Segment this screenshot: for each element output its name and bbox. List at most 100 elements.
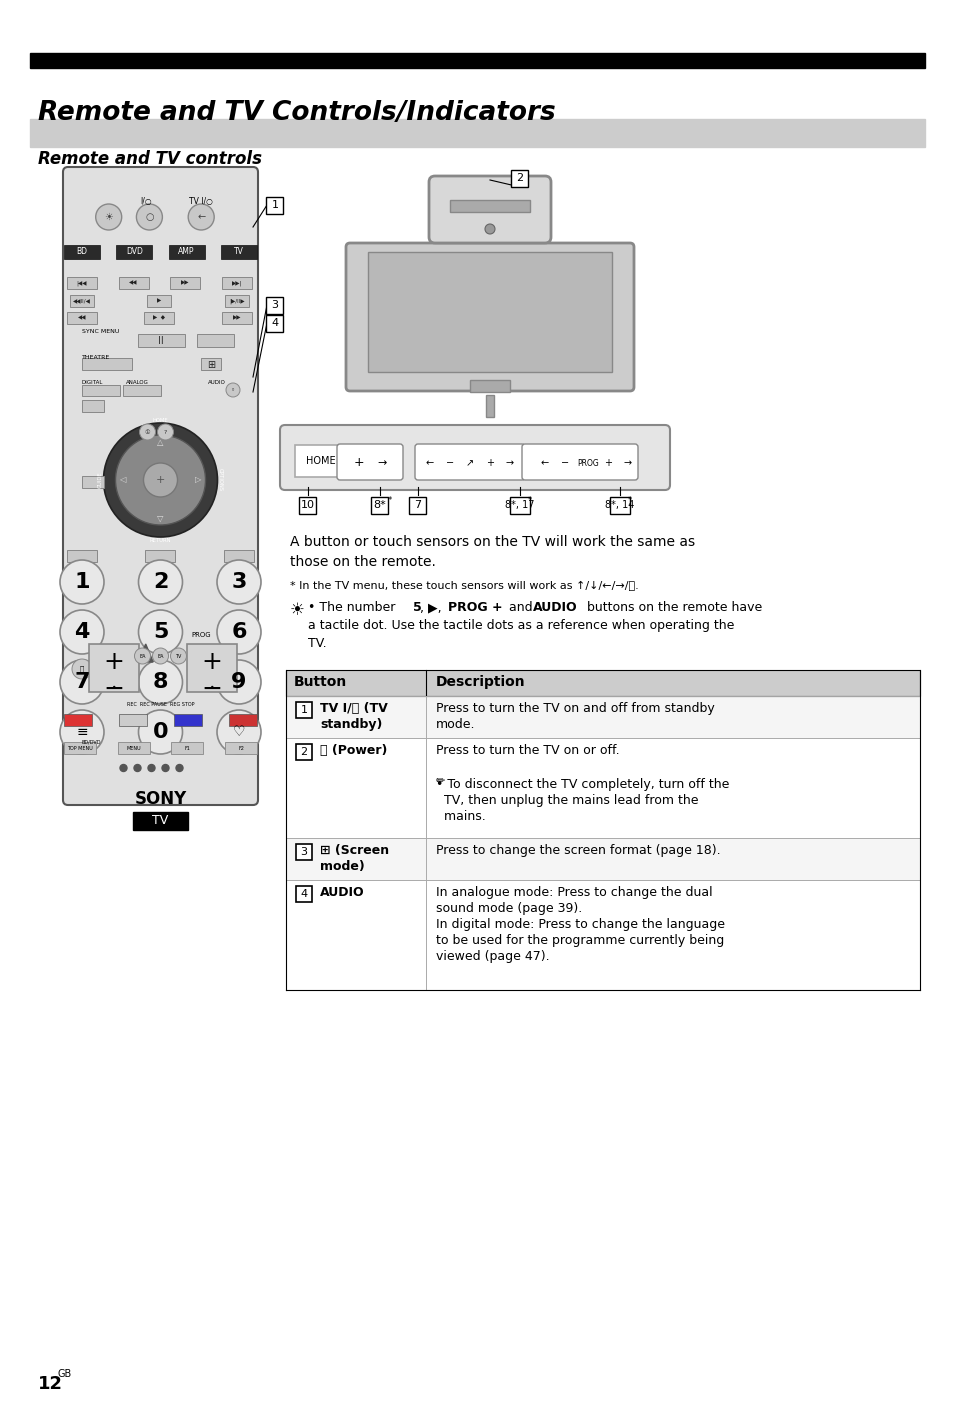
Bar — [67, 312, 97, 324]
Text: ▶▶|: ▶▶| — [232, 281, 242, 286]
Text: ▶: ▶ — [157, 299, 161, 303]
Circle shape — [134, 649, 151, 664]
Text: ≡: ≡ — [76, 724, 88, 739]
Circle shape — [226, 383, 240, 397]
Text: I/○: I/○ — [140, 197, 152, 206]
Text: 3: 3 — [300, 847, 307, 856]
Text: ←: ← — [425, 458, 434, 468]
Bar — [171, 277, 200, 289]
Text: 3: 3 — [231, 571, 247, 592]
Bar — [225, 295, 249, 307]
Text: +: + — [354, 456, 364, 469]
Text: 2: 2 — [516, 173, 523, 183]
Bar — [485, 395, 494, 417]
Text: Remote and TV controls: Remote and TV controls — [38, 150, 262, 168]
Text: 🔇: 🔇 — [80, 665, 84, 673]
FancyBboxPatch shape — [346, 243, 634, 390]
Circle shape — [115, 435, 205, 525]
Circle shape — [216, 710, 261, 754]
Text: BD/DVD: BD/DVD — [82, 740, 101, 746]
Bar — [225, 741, 256, 754]
Circle shape — [484, 225, 495, 234]
Text: |▶/II▶: |▶/II▶ — [229, 298, 245, 303]
Text: ▶▶: ▶▶ — [233, 316, 241, 320]
Text: TV: TV — [152, 813, 169, 827]
Text: sound mode (page 39).: sound mode (page 39). — [436, 901, 581, 915]
Text: ▽: ▽ — [157, 514, 164, 522]
Text: *: * — [527, 496, 532, 504]
Text: * In the TV menu, these touch sensors will work as ↑/↓/←/→/⓪.: * In the TV menu, these touch sensors wi… — [290, 581, 639, 591]
Circle shape — [103, 423, 217, 536]
Bar — [148, 295, 172, 307]
Text: +: + — [104, 650, 125, 674]
Circle shape — [216, 660, 261, 703]
Bar — [439, 430, 539, 438]
Text: 0: 0 — [152, 722, 168, 741]
Text: 4: 4 — [272, 317, 278, 329]
Text: ⊞ (Screen: ⊞ (Screen — [319, 844, 389, 856]
Text: →: → — [505, 458, 514, 468]
Text: 7: 7 — [74, 673, 90, 692]
Text: →: → — [623, 458, 632, 468]
Bar — [371, 497, 388, 514]
Bar — [70, 295, 94, 307]
Text: 1: 1 — [74, 571, 90, 592]
Bar — [295, 844, 312, 861]
Circle shape — [138, 609, 182, 654]
Text: ▶▶: ▶▶ — [181, 281, 190, 285]
Circle shape — [152, 649, 169, 664]
Text: 8*: 8* — [374, 500, 386, 510]
Bar — [294, 445, 347, 477]
Text: ?: ? — [164, 430, 167, 434]
Text: DVD: DVD — [126, 247, 143, 257]
Bar — [138, 334, 184, 347]
Text: REC  REC PAUSE  REG STOP: REC REC PAUSE REG STOP — [127, 702, 194, 708]
Text: 3: 3 — [272, 300, 278, 310]
Bar — [82, 385, 120, 396]
Text: 1: 1 — [272, 199, 278, 211]
Text: TV.: TV. — [308, 637, 326, 650]
Circle shape — [138, 560, 182, 604]
Bar — [82, 476, 104, 489]
Text: Description: Description — [436, 675, 525, 689]
Text: ⊞: ⊞ — [207, 359, 214, 371]
Text: 8: 8 — [152, 673, 168, 692]
Bar — [172, 741, 203, 754]
Circle shape — [60, 560, 104, 604]
Text: →: → — [377, 458, 386, 468]
Text: TV: TV — [175, 653, 181, 658]
Text: 2: 2 — [152, 571, 168, 592]
Text: TV, then unplug the mains lead from the: TV, then unplug the mains lead from the — [436, 795, 698, 807]
Text: ◁: ◁ — [119, 476, 126, 484]
Text: −: − — [202, 677, 223, 701]
Text: DIGITAL: DIGITAL — [82, 380, 103, 385]
Text: TV I/⏻ (TV: TV I/⏻ (TV — [319, 702, 387, 715]
Bar — [30, 53, 924, 67]
Bar — [64, 715, 91, 726]
Circle shape — [162, 765, 169, 772]
Bar — [222, 312, 252, 324]
Text: ♡: ♡ — [233, 724, 245, 739]
Text: Button: Button — [294, 675, 347, 689]
Text: *: * — [627, 496, 632, 504]
Text: 7: 7 — [414, 500, 421, 510]
Bar — [295, 702, 312, 717]
Text: 1: 1 — [300, 705, 307, 715]
Bar — [286, 838, 919, 880]
Text: RETURN: RETURN — [150, 538, 172, 542]
Text: *: * — [388, 496, 392, 504]
Circle shape — [216, 609, 261, 654]
Bar — [221, 246, 256, 258]
FancyBboxPatch shape — [521, 444, 638, 480]
Circle shape — [188, 204, 214, 230]
Bar — [286, 880, 919, 990]
Text: OPTIONS: OPTIONS — [218, 469, 223, 491]
Circle shape — [60, 710, 104, 754]
Text: ✏: ✏ — [436, 776, 445, 786]
Bar — [286, 696, 919, 739]
Text: +: + — [202, 650, 222, 674]
Text: 5: 5 — [152, 622, 168, 642]
Text: ←: ← — [197, 212, 205, 222]
Text: ⏻ (Power): ⏻ (Power) — [319, 744, 387, 757]
Circle shape — [148, 765, 154, 772]
